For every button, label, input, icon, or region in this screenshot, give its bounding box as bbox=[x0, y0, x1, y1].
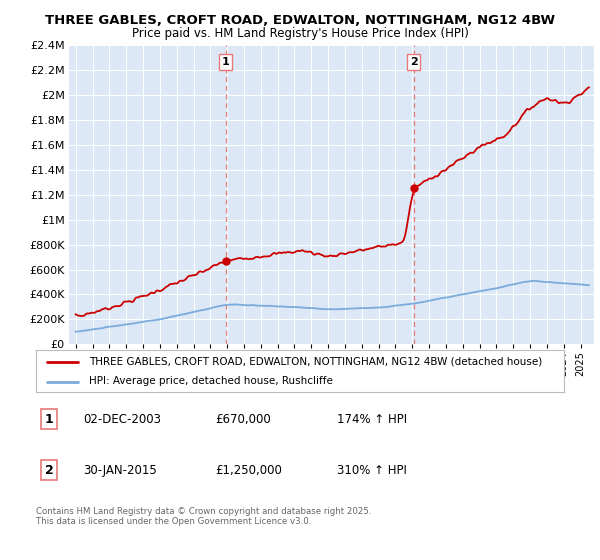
Text: 2: 2 bbox=[45, 464, 53, 477]
Text: HPI: Average price, detached house, Rushcliffe: HPI: Average price, detached house, Rush… bbox=[89, 376, 332, 386]
Text: 2: 2 bbox=[410, 57, 418, 67]
Text: 1: 1 bbox=[222, 57, 230, 67]
Text: 174% ↑ HPI: 174% ↑ HPI bbox=[337, 413, 407, 426]
Text: Price paid vs. HM Land Registry's House Price Index (HPI): Price paid vs. HM Land Registry's House … bbox=[131, 27, 469, 40]
Text: 02-DEC-2003: 02-DEC-2003 bbox=[83, 413, 161, 426]
Text: 1: 1 bbox=[45, 413, 53, 426]
Text: 30-JAN-2015: 30-JAN-2015 bbox=[83, 464, 157, 477]
Text: £670,000: £670,000 bbox=[215, 413, 271, 426]
Text: Contains HM Land Registry data © Crown copyright and database right 2025.
This d: Contains HM Land Registry data © Crown c… bbox=[36, 507, 371, 526]
Text: £1,250,000: £1,250,000 bbox=[215, 464, 283, 477]
Text: THREE GABLES, CROFT ROAD, EDWALTON, NOTTINGHAM, NG12 4BW: THREE GABLES, CROFT ROAD, EDWALTON, NOTT… bbox=[45, 14, 555, 27]
Text: THREE GABLES, CROFT ROAD, EDWALTON, NOTTINGHAM, NG12 4BW (detached house): THREE GABLES, CROFT ROAD, EDWALTON, NOTT… bbox=[89, 357, 542, 367]
Text: 310% ↑ HPI: 310% ↑ HPI bbox=[337, 464, 407, 477]
